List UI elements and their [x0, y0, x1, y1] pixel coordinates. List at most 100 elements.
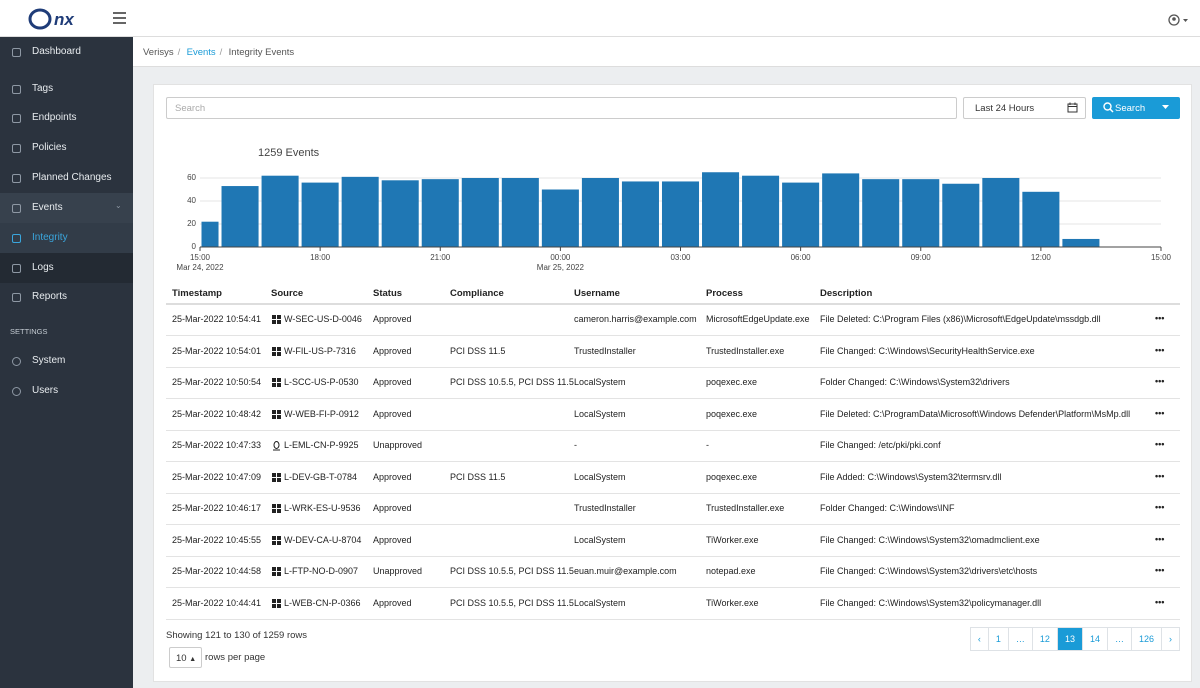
- column-header: Username: [574, 288, 620, 299]
- row-rule: [166, 429, 1180, 431]
- page-button[interactable]: 1: [987, 627, 1009, 651]
- table-cell: W-FIL-US-P-7316: [284, 345, 356, 356]
- os-icon: [272, 346, 281, 358]
- page-button[interactable]: 126: [1130, 627, 1162, 651]
- nav-item[interactable]: Users: [32, 385, 59, 396]
- nav-item[interactable]: Endpoints: [32, 112, 77, 123]
- table-cell: File Deleted: C:\ProgramData\Microsoft\W…: [820, 408, 1131, 419]
- row-actions[interactable]: •••: [1155, 565, 1165, 575]
- table-cell: TrustedInstaller: [574, 345, 636, 356]
- table-cell: 25-Mar-2022 10:47:33: [172, 440, 262, 450]
- table-cell: -: [706, 440, 709, 450]
- nav-item[interactable]: Logs: [32, 262, 54, 273]
- table-cell: Approved: [373, 345, 412, 356]
- table-cell: LocalSystem: [574, 408, 626, 419]
- table-cell: Unapproved: [373, 566, 423, 576]
- row-actions[interactable]: •••: [1155, 407, 1165, 418]
- nav-icon: [12, 144, 21, 153]
- os-icon: [272, 535, 281, 547]
- nav-icon: [12, 204, 21, 213]
- x-date-label: Mar 25, 2022: [537, 263, 585, 272]
- column-header: Status: [373, 288, 403, 299]
- date-range[interactable]: Last 24 Hours: [963, 97, 1086, 119]
- os-icon: [272, 315, 281, 326]
- os-icon: [272, 472, 281, 484]
- row-actions[interactable]: •••: [1155, 344, 1165, 355]
- nav-item[interactable]: System: [32, 355, 66, 366]
- nav-highlight: [0, 223, 133, 253]
- table-cell: Folder Changed: C:\Windows\System32\driv…: [820, 377, 1010, 387]
- table-cell: 25-Mar-2022 10:44:41: [172, 597, 262, 608]
- menu-toggle[interactable]: [113, 12, 127, 24]
- bar: [742, 175, 780, 247]
- x-tick-label: 00:00: [550, 253, 571, 262]
- page-button[interactable]: ‹: [969, 627, 989, 651]
- row-actions[interactable]: •••: [1155, 313, 1165, 323]
- page-button[interactable]: ›: [1161, 627, 1180, 651]
- row-actions[interactable]: •••: [1155, 376, 1165, 386]
- os-icon: [272, 598, 281, 610]
- table-cell: TrustedInstaller.exe: [706, 503, 785, 513]
- table-cell: poqexec.exe: [706, 377, 758, 387]
- row-actions[interactable]: •••: [1155, 470, 1165, 481]
- page-button[interactable]: 14: [1081, 627, 1108, 651]
- search-button[interactable]: [1092, 97, 1180, 119]
- table-cell: TrustedInstaller.exe: [706, 345, 785, 356]
- table-cell: Approved: [373, 534, 412, 545]
- row-rule: [166, 492, 1180, 494]
- page-button[interactable]: 12: [1031, 627, 1058, 651]
- caret: [1162, 105, 1169, 109]
- table-cell: PCI DSS 11.5: [450, 345, 506, 356]
- row-rule: [166, 555, 1180, 557]
- table-cell: cameron.harris@example.com: [574, 314, 697, 324]
- bar: [621, 181, 659, 247]
- table-cell: TrustedInstaller: [574, 503, 636, 513]
- page-button[interactable]: …: [1106, 627, 1132, 651]
- table-cell: notepad.exe: [706, 566, 756, 576]
- table-cell: File Changed: C:\Windows\System32\driver…: [820, 566, 1038, 576]
- os-icon: [272, 504, 281, 515]
- nav-highlight: [0, 253, 133, 283]
- row-actions[interactable]: •••: [1155, 439, 1165, 449]
- row-actions[interactable]: •••: [1155, 502, 1165, 512]
- user-menu[interactable]: [1168, 13, 1190, 27]
- row-actions[interactable]: •••: [1155, 533, 1165, 544]
- page-button[interactable]: …: [1007, 627, 1033, 651]
- nav-item[interactable]: Dashboard: [32, 46, 81, 57]
- y-tick-label: 40: [187, 196, 196, 205]
- x-tick-label: 03:00: [670, 253, 691, 262]
- breadcrumb-item[interactable]: Verisys: [143, 47, 174, 58]
- nav-item[interactable]: Reports: [32, 291, 68, 302]
- table-cell: Unapproved: [373, 440, 423, 450]
- column-header: Source: [271, 288, 304, 299]
- os-icon: [272, 409, 281, 421]
- y-tick-label: 20: [187, 219, 196, 228]
- bar: [341, 176, 379, 247]
- nav-item[interactable]: Events: [32, 202, 63, 213]
- search-input[interactable]: Search: [166, 97, 957, 119]
- page-size-box[interactable]: 10 ▲: [169, 647, 202, 668]
- logo-text: nx: [54, 10, 75, 29]
- nav-item[interactable]: Integrity: [32, 232, 68, 243]
- page-button[interactable]: 13: [1056, 627, 1083, 651]
- bar: [942, 183, 980, 247]
- x-tick-label: 18:00: [310, 253, 331, 262]
- bar: [1062, 238, 1100, 247]
- nav-item[interactable]: Tags: [32, 83, 54, 94]
- nav-icon: [12, 174, 21, 183]
- bar: [461, 178, 499, 247]
- nav-item[interactable]: Planned Changes: [32, 172, 112, 183]
- nav-icon: [12, 234, 21, 243]
- table-cell: L-SCC-US-P-0530: [284, 377, 359, 387]
- x-tick-label: 21:00: [430, 253, 451, 262]
- nav-item[interactable]: Policies: [32, 142, 67, 153]
- row-actions[interactable]: •••: [1155, 596, 1165, 607]
- table-cell: -: [574, 440, 577, 450]
- table-cell: PCI DSS 11.5: [450, 471, 506, 482]
- breadcrumb-item[interactable]: Events: [186, 47, 216, 58]
- table-cell: Approved: [373, 471, 412, 482]
- sidebar: Dashboard Tags Endpoints Policies Planned Ch…: [0, 37, 133, 688]
- page-size-label: rows per page: [205, 652, 266, 663]
- table-cell: PCI DSS 10.5.5, PCI DSS 11.5: [450, 377, 574, 387]
